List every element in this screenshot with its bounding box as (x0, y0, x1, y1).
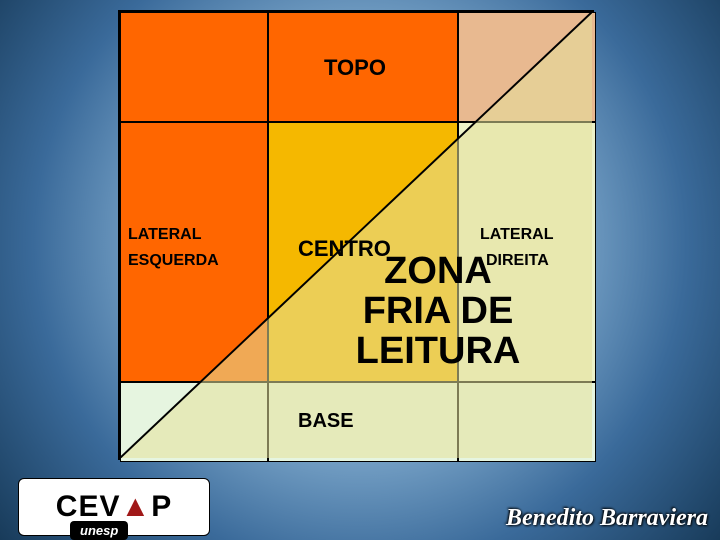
cevap-logo-text: CEV▲P (56, 490, 172, 524)
overlay-line3: LEITURA (356, 330, 521, 372)
reading-zones-diagram: TOPO LATERAL ESQUERDA CENTRO LATERAL DIR… (118, 10, 594, 460)
slide: TOPO LATERAL ESQUERDA CENTRO LATERAL DIR… (0, 0, 720, 540)
label-lateral-direita-1: LATERAL (480, 226, 553, 244)
footer: CEV▲P unesp Benedito Barraviera (0, 478, 720, 540)
cell-bot-left (120, 382, 268, 462)
cevap-drop-icon: ▲ (120, 490, 151, 523)
unesp-badge: unesp (70, 521, 128, 540)
label-lateral-esquerda-1: LATERAL (128, 226, 201, 244)
label-topo: TOPO (324, 55, 386, 80)
overlay-line2: FRIA DE (363, 290, 514, 332)
label-lateral-esquerda-2: ESQUERDA (128, 252, 219, 270)
cell-bot-right (458, 382, 596, 462)
label-base: BASE (298, 410, 354, 433)
overlay-line1: ZONA (384, 250, 492, 292)
cell-top-left (120, 12, 268, 122)
cell-top-right (458, 12, 596, 122)
zona-fria-overlay: ZONA FRIA DE LEITURA (328, 252, 548, 372)
author-name: Benedito Barraviera (506, 505, 708, 532)
cell-bot-center (268, 382, 458, 462)
